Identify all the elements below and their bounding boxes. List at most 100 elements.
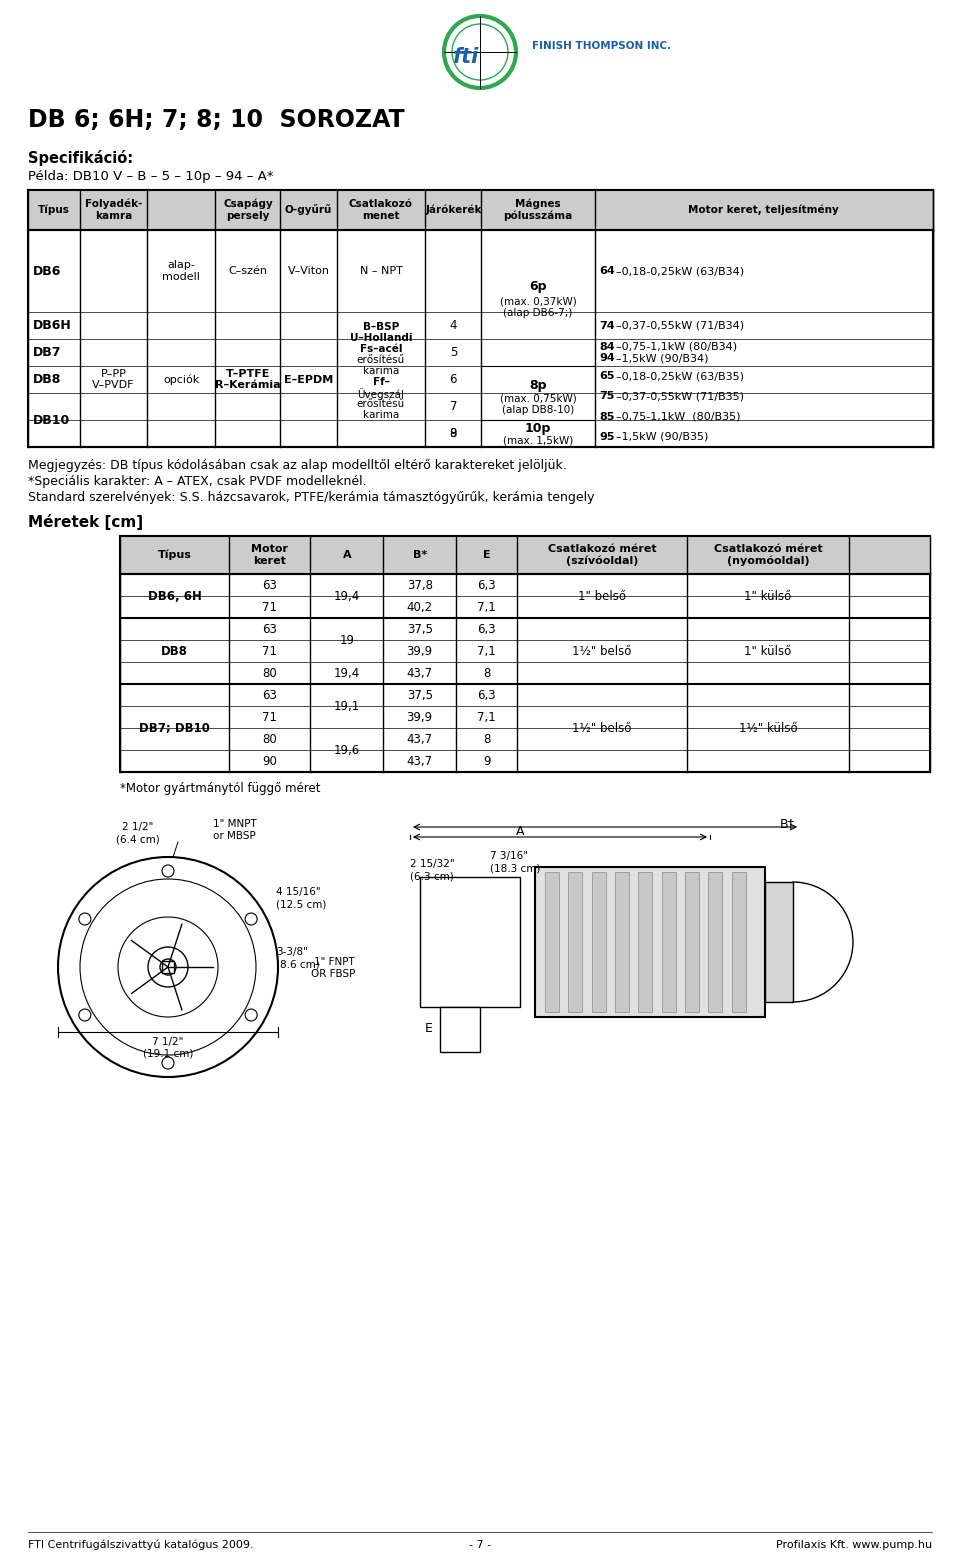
Text: 80: 80 bbox=[262, 666, 277, 680]
Text: 1" FNPT: 1" FNPT bbox=[314, 957, 355, 966]
Text: 63: 63 bbox=[262, 579, 277, 591]
Text: (max. 0,37kW): (max. 0,37kW) bbox=[499, 296, 576, 307]
Text: (12.5 cm): (12.5 cm) bbox=[276, 899, 326, 909]
Text: –0,18-0,25kW (63/B35): –0,18-0,25kW (63/B35) bbox=[615, 372, 744, 381]
Bar bbox=[591, 871, 606, 1011]
Text: erősítésű: erősítésű bbox=[357, 398, 405, 409]
Text: 7,1: 7,1 bbox=[477, 601, 496, 613]
Text: or MBSP: or MBSP bbox=[213, 831, 255, 840]
Text: 37,5: 37,5 bbox=[407, 622, 433, 635]
Text: E: E bbox=[483, 549, 491, 560]
Text: 80: 80 bbox=[262, 733, 277, 745]
Text: 85: 85 bbox=[600, 412, 615, 422]
Text: 9: 9 bbox=[483, 755, 491, 767]
Text: 1" belső: 1" belső bbox=[578, 590, 626, 602]
Text: Motor
keret: Motor keret bbox=[252, 545, 288, 566]
Text: 6,3: 6,3 bbox=[477, 688, 495, 702]
Text: 90: 90 bbox=[262, 755, 277, 767]
Text: opciók: opciók bbox=[163, 375, 200, 384]
Text: 2 15/32": 2 15/32" bbox=[410, 859, 455, 868]
Text: 43,7: 43,7 bbox=[407, 755, 433, 767]
Text: (19.1 cm): (19.1 cm) bbox=[143, 1049, 193, 1060]
Text: T–PTFE
R–Kerámia: T–PTFE R–Kerámia bbox=[215, 369, 280, 391]
Text: 8: 8 bbox=[483, 733, 491, 745]
Text: 5: 5 bbox=[449, 345, 457, 359]
Bar bbox=[661, 871, 676, 1011]
Text: DB8: DB8 bbox=[161, 644, 188, 658]
Text: 7,1: 7,1 bbox=[477, 644, 496, 658]
Text: (8.6 cm): (8.6 cm) bbox=[276, 958, 320, 969]
Text: 2 1/2": 2 1/2" bbox=[122, 822, 154, 832]
Text: Specifikáció:: Specifikáció: bbox=[28, 149, 133, 166]
Text: –0,18-0,25kW (63/B34): –0,18-0,25kW (63/B34) bbox=[615, 266, 744, 275]
Text: DB6: DB6 bbox=[33, 265, 61, 277]
Text: 19,1: 19,1 bbox=[334, 700, 360, 713]
Text: –0,75-1,1kW (80/B34): –0,75-1,1kW (80/B34) bbox=[615, 342, 736, 352]
Bar bbox=[28, 190, 933, 230]
Text: 8p: 8p bbox=[529, 378, 546, 392]
Text: U–Hollandi: U–Hollandi bbox=[349, 333, 412, 342]
Text: 95: 95 bbox=[600, 433, 615, 442]
Bar bbox=[708, 871, 722, 1011]
Text: –1,5kW (90/B35): –1,5kW (90/B35) bbox=[615, 433, 708, 442]
Text: (6.4 cm): (6.4 cm) bbox=[116, 834, 160, 843]
Text: 1½" külső: 1½" külső bbox=[738, 722, 798, 734]
Text: E: E bbox=[425, 1022, 433, 1035]
Text: DB8: DB8 bbox=[33, 373, 61, 386]
Text: (max. 0,75kW): (max. 0,75kW) bbox=[499, 394, 576, 403]
Text: erősítésű: erősítésű bbox=[357, 355, 405, 366]
Text: V–Viton: V–Viton bbox=[288, 266, 329, 275]
Text: –0,75-1,1kW  (80/B35): –0,75-1,1kW (80/B35) bbox=[615, 412, 740, 422]
Bar bbox=[615, 871, 629, 1011]
Bar bbox=[545, 871, 559, 1011]
Text: 7,1: 7,1 bbox=[477, 711, 496, 724]
Text: DB6H: DB6H bbox=[33, 319, 72, 331]
Text: DB7: DB7 bbox=[33, 345, 61, 359]
Text: B†: B† bbox=[780, 817, 795, 829]
Text: A: A bbox=[343, 549, 351, 560]
Text: P–PP
V–PVDF: P–PP V–PVDF bbox=[92, 369, 134, 391]
Text: Ff–: Ff– bbox=[372, 377, 390, 387]
Text: Motor keret, teljesítmény: Motor keret, teljesítmény bbox=[688, 205, 839, 215]
Text: 40,2: 40,2 bbox=[407, 601, 433, 613]
Text: FTI Centrifugálszivattyú katalógus 2009.: FTI Centrifugálszivattyú katalógus 2009. bbox=[28, 1540, 253, 1550]
Text: Járókerék: Járókerék bbox=[425, 205, 482, 215]
Text: B*: B* bbox=[413, 549, 427, 560]
Text: Méretek [cm]: Méretek [cm] bbox=[28, 513, 143, 531]
Bar bbox=[765, 882, 793, 1002]
Text: 4: 4 bbox=[449, 319, 457, 331]
Text: 7: 7 bbox=[449, 400, 457, 412]
Text: Példa: DB10 V – B – 5 – 10p – 94 – A*: Példa: DB10 V – B – 5 – 10p – 94 – A* bbox=[28, 170, 274, 184]
Text: 19: 19 bbox=[339, 633, 354, 646]
Bar bbox=[162, 962, 174, 972]
Text: karima: karima bbox=[363, 409, 399, 420]
Text: 39,9: 39,9 bbox=[407, 644, 433, 658]
Text: 19,6: 19,6 bbox=[334, 744, 360, 756]
Bar bbox=[568, 871, 583, 1011]
Text: 84: 84 bbox=[600, 342, 615, 352]
Text: Csapágy
persely: Csapágy persely bbox=[223, 199, 273, 221]
Text: DB 6; 6H; 7; 8; 10  SOROZAT: DB 6; 6H; 7; 8; 10 SOROZAT bbox=[28, 107, 404, 132]
Text: 7 3/16": 7 3/16" bbox=[490, 851, 528, 860]
Bar bbox=[535, 867, 765, 1018]
Text: DB6, 6H: DB6, 6H bbox=[148, 590, 202, 602]
FancyBboxPatch shape bbox=[420, 878, 520, 1007]
Text: (max. 1,5kW): (max. 1,5kW) bbox=[503, 436, 573, 445]
Text: N – NPT: N – NPT bbox=[359, 266, 402, 275]
Text: karima: karima bbox=[363, 366, 399, 377]
Bar bbox=[120, 535, 930, 772]
Bar bbox=[685, 871, 699, 1011]
Text: (18.3 cm): (18.3 cm) bbox=[490, 864, 540, 873]
Text: (alap DB6-7;): (alap DB6-7;) bbox=[503, 308, 573, 317]
Text: DB7; DB10: DB7; DB10 bbox=[139, 722, 210, 734]
Text: 1½" belső: 1½" belső bbox=[572, 722, 632, 734]
Text: *Motor gyártmánytól függő méret: *Motor gyártmánytól függő méret bbox=[120, 783, 321, 795]
Text: 71: 71 bbox=[262, 601, 277, 613]
Text: Üvegszál: Üvegszál bbox=[357, 387, 404, 400]
Text: O-gyűrű: O-gyűrű bbox=[285, 204, 332, 215]
Text: Csatlakozó méret
(nyomóoldal): Csatlakozó méret (nyomóoldal) bbox=[713, 545, 823, 566]
Text: 6,3: 6,3 bbox=[477, 579, 495, 591]
Text: 4 15/16": 4 15/16" bbox=[276, 887, 321, 896]
Text: 71: 71 bbox=[262, 711, 277, 724]
Bar bbox=[120, 535, 930, 574]
